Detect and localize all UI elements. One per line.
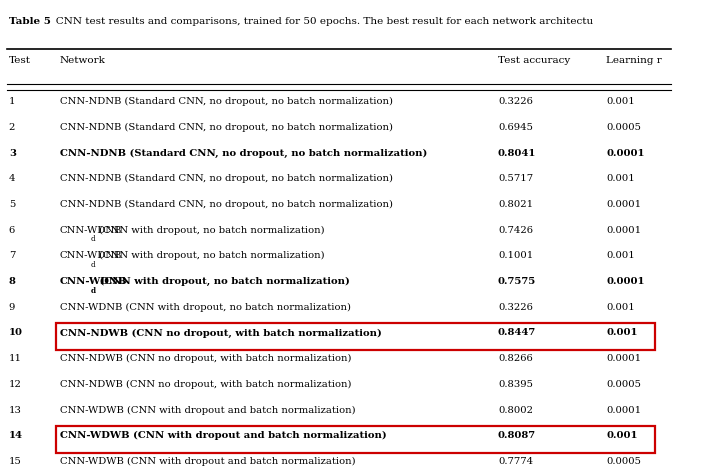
Text: 0.3226: 0.3226	[498, 303, 533, 312]
Text: Test: Test	[9, 56, 31, 65]
Bar	[55, 323, 655, 350]
Text: 3: 3	[9, 149, 16, 158]
Text: d: d	[91, 287, 96, 295]
Text: 5: 5	[9, 200, 15, 209]
Bar	[55, 426, 655, 453]
Text: 0.0005: 0.0005	[606, 457, 641, 466]
Text: 0.8447: 0.8447	[498, 328, 536, 337]
Text: (CNN with dropout, no batch normalization): (CNN with dropout, no batch normalizatio…	[96, 226, 324, 235]
Text: 1: 1	[9, 97, 16, 106]
Text: CNN-NDWB (CNN no dropout, with batch normalization): CNN-NDWB (CNN no dropout, with batch nor…	[60, 354, 351, 363]
Text: Learning r: Learning r	[606, 56, 662, 65]
Text: CNN-WDNB: CNN-WDNB	[60, 277, 127, 286]
Text: CNN-WDNB: CNN-WDNB	[60, 251, 122, 260]
Text: (CNN with dropout, no batch normalization): (CNN with dropout, no batch normalizatio…	[96, 251, 324, 260]
Text: 0.8041: 0.8041	[498, 149, 536, 158]
Text: 0.001: 0.001	[606, 303, 635, 312]
Text: d: d	[91, 261, 95, 269]
Text: 0.8395: 0.8395	[498, 380, 533, 389]
Text: 9: 9	[9, 303, 15, 312]
Text: 2: 2	[9, 123, 15, 132]
Text: 6: 6	[9, 226, 15, 235]
Text: 4: 4	[9, 174, 16, 183]
Text: 0.8087: 0.8087	[498, 431, 536, 440]
Text: 0.1001: 0.1001	[498, 251, 533, 260]
Text: CNN-WDWB (CNN with dropout and batch normalization): CNN-WDWB (CNN with dropout and batch nor…	[60, 431, 386, 440]
Text: 0.0001: 0.0001	[606, 277, 645, 286]
Text: 0.8002: 0.8002	[498, 406, 533, 415]
Text: 8: 8	[9, 277, 16, 286]
Text: 0.6945: 0.6945	[498, 123, 533, 132]
Text: CNN-NDNB (Standard CNN, no dropout, no batch normalization): CNN-NDNB (Standard CNN, no dropout, no b…	[60, 97, 392, 106]
Text: 10: 10	[9, 328, 23, 337]
Text: CNN-NDNB (Standard CNN, no dropout, no batch normalization): CNN-NDNB (Standard CNN, no dropout, no b…	[60, 123, 392, 132]
Text: 0.7426: 0.7426	[498, 226, 533, 235]
Text: (CNN with dropout, no batch normalization): (CNN with dropout, no batch normalizatio…	[96, 277, 350, 286]
Text: 0.001: 0.001	[606, 431, 638, 440]
Text: 0.0001: 0.0001	[606, 200, 641, 209]
Text: 13: 13	[9, 406, 21, 415]
Text: Test accuracy: Test accuracy	[498, 56, 570, 65]
Text: 14: 14	[9, 431, 23, 440]
Text: 12: 12	[9, 380, 21, 389]
Text: 0.001: 0.001	[606, 328, 638, 337]
Text: 11: 11	[9, 354, 22, 363]
Text: d: d	[91, 235, 95, 243]
Text: CNN-NDWB (CNN no dropout, with batch normalization): CNN-NDWB (CNN no dropout, with batch nor…	[60, 380, 351, 389]
Text: CNN-NDWB (CNN no dropout, with batch normalization): CNN-NDWB (CNN no dropout, with batch nor…	[60, 328, 382, 337]
Text: 0.001: 0.001	[606, 174, 635, 183]
Text: 0.7774: 0.7774	[498, 457, 533, 466]
Text: 0.0005: 0.0005	[606, 380, 641, 389]
Text: 0.001: 0.001	[606, 97, 635, 106]
Text: CNN test results and comparisons, trained for 50 epochs. The best result for eac: CNN test results and comparisons, traine…	[46, 17, 593, 26]
Text: CNN-WDNB (CNN with dropout, no batch normalization): CNN-WDNB (CNN with dropout, no batch nor…	[60, 303, 351, 312]
Text: 15: 15	[9, 457, 21, 466]
Text: 0.0001: 0.0001	[606, 226, 641, 235]
Text: 0.0005: 0.0005	[606, 123, 641, 132]
Text: 0.3226: 0.3226	[498, 97, 533, 106]
Text: Network: Network	[60, 56, 105, 65]
Text: CNN-NDNB (Standard CNN, no dropout, no batch normalization): CNN-NDNB (Standard CNN, no dropout, no b…	[60, 200, 392, 209]
Text: 0.5717: 0.5717	[498, 174, 533, 183]
Text: 0.8266: 0.8266	[498, 354, 533, 363]
Text: Table 5: Table 5	[9, 17, 50, 26]
Text: CNN-WDWB (CNN with dropout and batch normalization): CNN-WDWB (CNN with dropout and batch nor…	[60, 406, 356, 415]
Text: 0.8021: 0.8021	[498, 200, 533, 209]
Text: CNN-WDNB: CNN-WDNB	[60, 226, 122, 235]
Text: 0.0001: 0.0001	[606, 406, 641, 415]
Text: 7: 7	[9, 251, 15, 260]
Text: 0.0001: 0.0001	[606, 149, 645, 158]
Text: CNN-WDWB (CNN with dropout and batch normalization): CNN-WDWB (CNN with dropout and batch nor…	[60, 457, 356, 466]
Text: 0.001: 0.001	[606, 251, 635, 260]
Text: CNN-NDNB (Standard CNN, no dropout, no batch normalization): CNN-NDNB (Standard CNN, no dropout, no b…	[60, 174, 392, 183]
Text: 0.0001: 0.0001	[606, 354, 641, 363]
Text: CNN-NDNB (Standard CNN, no dropout, no batch normalization): CNN-NDNB (Standard CNN, no dropout, no b…	[60, 149, 427, 158]
Text: 0.7575: 0.7575	[498, 277, 536, 286]
